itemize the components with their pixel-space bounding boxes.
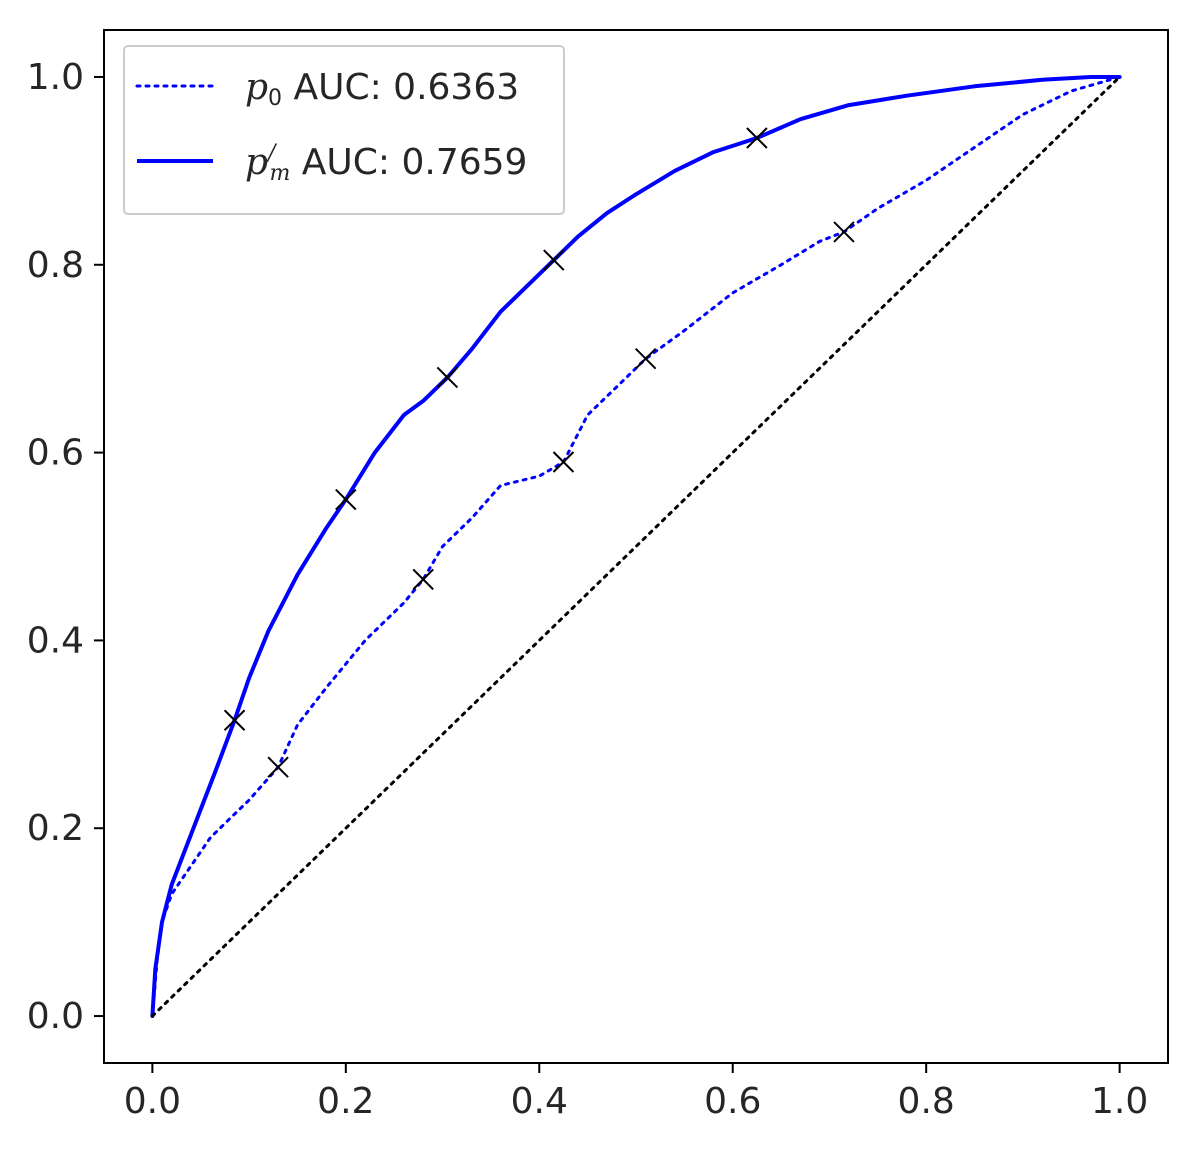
legend-box — [123, 45, 565, 215]
legend-label-pm: p/m AUC: 0.7659 — [245, 141, 527, 186]
x-marker — [267, 756, 289, 778]
series-layer — [150, 75, 1122, 1018]
x-marker — [543, 249, 565, 271]
marker-layer — [223, 127, 855, 778]
series-line-1 — [150, 75, 1122, 1018]
x-tick-label: 0.0 — [124, 1081, 181, 1122]
x-tick-label: 0.2 — [317, 1081, 374, 1122]
legend-label-p0: p0 AUC: 0.6363 — [245, 67, 519, 111]
x-marker — [335, 488, 357, 511]
y-tick-label: 0.8 — [27, 245, 84, 286]
y-tick-label: 0.6 — [27, 433, 84, 474]
x-tick-label: 0.4 — [511, 1081, 568, 1122]
x-axis: 0.0 0.2 0.4 0.6 0.8 1.0 — [124, 1063, 1148, 1122]
x-tick-label: 1.0 — [1091, 1081, 1148, 1122]
x-marker — [634, 347, 657, 370]
x-tick-label: 0.6 — [704, 1081, 761, 1122]
x-tick-label: 0.8 — [898, 1081, 955, 1122]
series-line-0 — [150, 75, 1122, 1018]
x-marker — [436, 366, 459, 389]
y-axis: 0.0 0.2 0.4 0.6 0.8 1.0 — [27, 57, 104, 1037]
legend: p0 AUC: 0.6363 p/m AUC: 0.7659 — [123, 45, 565, 215]
y-tick-label: 0.0 — [27, 996, 84, 1037]
y-tick-label: 0.2 — [27, 808, 84, 849]
x-marker — [833, 221, 855, 243]
y-tick-label: 1.0 — [27, 57, 84, 98]
x-marker — [412, 568, 434, 591]
x-marker — [552, 451, 575, 473]
series-line-chance — [150, 75, 1122, 1018]
x-marker — [746, 127, 768, 149]
y-tick-label: 0.4 — [27, 620, 84, 661]
axes-frame — [103, 29, 1169, 1064]
x-marker — [223, 709, 246, 731]
